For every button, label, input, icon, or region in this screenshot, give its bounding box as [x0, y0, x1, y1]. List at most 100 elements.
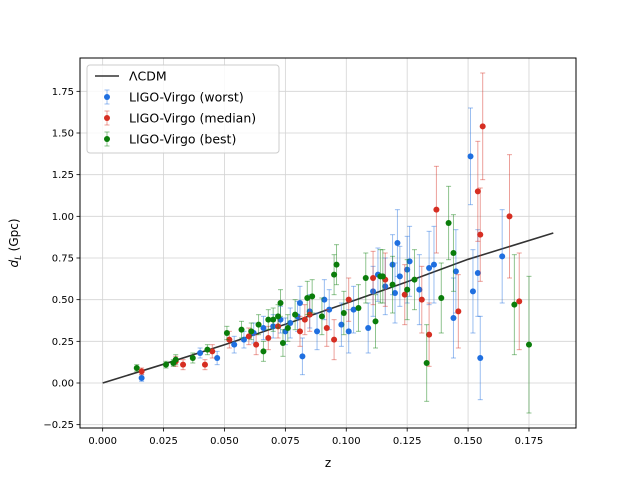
data-point: [345, 296, 352, 303]
data-point: [394, 240, 401, 246]
data-point: [382, 283, 389, 290]
data-point: [362, 275, 369, 281]
data-point: [326, 306, 333, 313]
data-point: [314, 328, 321, 335]
y-tick-label: 0.50: [52, 295, 74, 306]
data-point: [391, 290, 398, 296]
data-point: [467, 153, 474, 160]
data-point: [301, 316, 308, 323]
data-point: [370, 288, 377, 295]
legend-box: [86, 64, 280, 154]
y-tick-label: 1.75: [52, 87, 74, 98]
x-tick-label: 0.125: [393, 436, 422, 447]
y-tick-label: 1.00: [52, 212, 74, 223]
y-tick-label: 1.25: [52, 170, 74, 181]
data-point: [430, 261, 437, 268]
data-point: [299, 353, 306, 360]
data-point: [279, 340, 286, 346]
legend-label: ΛCDM: [129, 69, 167, 84]
y-axis-label: dL (Gpc): [7, 218, 24, 267]
data-point: [516, 298, 523, 305]
y-axis-label-main: d: [7, 260, 21, 268]
data-point: [238, 326, 245, 333]
data-point: [287, 320, 294, 326]
data-point: [245, 333, 252, 340]
data-point: [370, 275, 377, 281]
x-tick-label: 0.000: [88, 436, 117, 447]
y-tick-label: 1.50: [52, 129, 74, 140]
data-point: [226, 336, 233, 343]
data-point: [318, 313, 325, 320]
data-point: [379, 273, 386, 280]
legend-label: LIGO-Virgo (worst): [129, 90, 244, 105]
legend-marker: [104, 94, 110, 100]
y-tick-label: 0.25: [52, 337, 74, 348]
data-point: [506, 213, 513, 220]
data-point: [338, 321, 345, 328]
data-point: [248, 328, 255, 335]
data-point: [180, 361, 187, 368]
data-point: [445, 220, 452, 226]
data-point: [426, 265, 433, 271]
data-point: [511, 301, 518, 308]
data-point: [253, 341, 260, 348]
data-point: [204, 346, 211, 353]
data-point: [260, 348, 267, 355]
data-point: [433, 206, 440, 213]
data-point: [292, 311, 299, 318]
data-point: [331, 271, 338, 278]
data-point: [323, 325, 330, 331]
data-point: [423, 360, 430, 366]
x-tick-label: 0.075: [271, 436, 300, 447]
data-point: [265, 316, 272, 323]
data-point: [450, 250, 457, 256]
data-point: [416, 286, 423, 293]
data-point: [309, 293, 316, 300]
data-point: [189, 355, 196, 361]
data-point: [197, 350, 204, 356]
x-axis-ticks: 0.000 0.025 0.050 0.075 0.100 0.125 0.150 0.175: [88, 428, 543, 447]
data-point: [345, 328, 352, 335]
data-point: [355, 305, 362, 311]
data-point: [333, 261, 340, 268]
data-point: [138, 368, 145, 375]
data-point: [477, 231, 484, 238]
data-point: [270, 323, 277, 330]
y-axis-label-subscript: L: [14, 255, 24, 260]
legend-marker: [104, 115, 110, 121]
x-tick-label: 0.100: [332, 436, 361, 447]
data-point: [306, 311, 313, 318]
data-point: [404, 286, 411, 293]
data-point: [372, 318, 379, 325]
data-point: [209, 348, 216, 355]
data-point: [223, 330, 230, 336]
data-point: [406, 258, 413, 265]
legend-label: LIGO-Virgo (best): [129, 132, 236, 147]
x-tick-label: 0.175: [515, 436, 544, 447]
x-tick-label: 0.050: [210, 436, 239, 447]
data-point: [214, 355, 221, 361]
data-point: [255, 321, 262, 328]
data-point: [172, 356, 179, 363]
data-point: [350, 306, 357, 313]
data-point: [304, 295, 311, 301]
y-axis-label-unit: (Gpc): [7, 218, 21, 255]
y-tick-label: 0.75: [52, 254, 74, 265]
data-point: [275, 323, 282, 330]
legend-label: LIGO-Virgo (median): [129, 111, 256, 126]
data-point: [452, 268, 459, 275]
data-point: [260, 325, 267, 331]
legend-marker: [104, 136, 110, 142]
data-point: [275, 313, 282, 320]
series-ligo-virgo-median-: [138, 72, 523, 376]
data-point: [474, 270, 481, 276]
y-axis-ticks: −0.25 0.00 0.25 0.50 0.75 1.00 1.25 1.50 1.75: [43, 87, 80, 431]
data-point: [438, 295, 445, 301]
x-tick-label: 0.150: [454, 436, 483, 447]
data-point: [418, 296, 425, 303]
data-point: [404, 266, 411, 273]
data-point: [469, 288, 476, 295]
data-point: [231, 341, 238, 348]
x-tick-label: 0.025: [149, 436, 178, 447]
